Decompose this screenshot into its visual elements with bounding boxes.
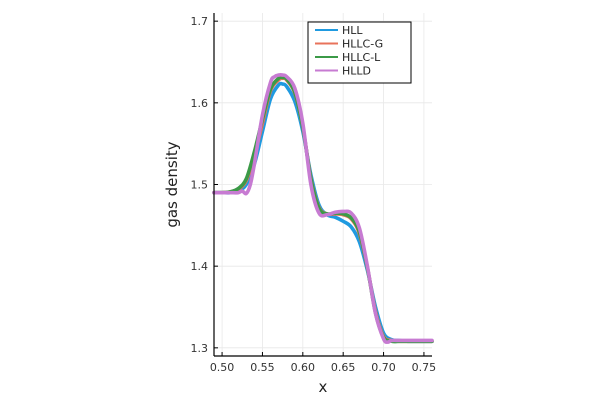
x-tick-label: 0.50 (210, 361, 235, 374)
legend-label: HLLC-G (342, 38, 383, 51)
x-tick-label: 0.75 (412, 361, 437, 374)
legend-box (307, 21, 412, 84)
y-tick-label: 1.7 (191, 15, 209, 28)
y-tick-labels: 1.3 1.4 1.5 1.6 1.7 (191, 15, 209, 355)
y-tick-label: 1.4 (191, 260, 209, 273)
y-tick-label: 1.5 (191, 179, 209, 192)
axes (213, 13, 432, 357)
y-tick-label: 1.3 (191, 342, 209, 355)
x-tick-label: 0.55 (250, 361, 275, 374)
x-tick-label: 0.65 (331, 361, 356, 374)
series-line-hlld (212, 73, 434, 345)
legend-label: HLL (342, 24, 363, 37)
series-layer (212, 73, 434, 345)
y-tick-label: 1.6 (191, 97, 209, 110)
x-tick-labels: 0.50 0.55 0.60 0.65 0.70 0.75 (210, 361, 436, 374)
x-axis-label: x (319, 378, 328, 396)
x-tick-label: 0.60 (291, 361, 316, 374)
legend-label: HLLD (342, 65, 371, 78)
legend-label: HLLC-L (342, 51, 381, 64)
y-axis-label: gas density (163, 141, 181, 227)
x-tick-label: 0.70 (371, 361, 396, 374)
